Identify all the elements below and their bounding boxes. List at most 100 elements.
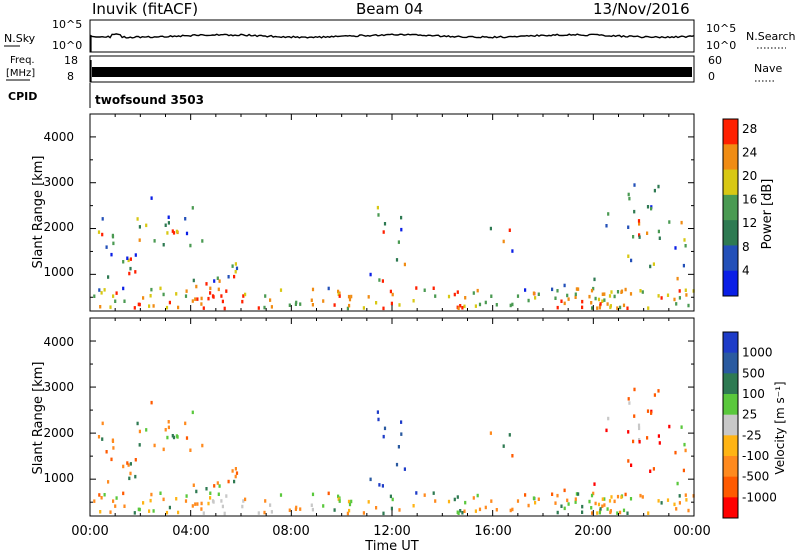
echo-cell (346, 306, 349, 311)
echo-cell (652, 262, 655, 266)
echo-cell (105, 245, 108, 249)
echo-cell (166, 435, 169, 440)
echo-cell (110, 457, 113, 462)
echo-cell (601, 504, 604, 508)
echo-cell (395, 462, 399, 467)
echo-cell (270, 305, 273, 309)
echo-cell (185, 289, 188, 293)
echo-cell (574, 295, 577, 299)
freq-strip: Freq. [MHz] 18 8 60 0 Nave (6, 54, 782, 83)
echo-cell (216, 276, 219, 280)
power-colorbar-segment (723, 169, 738, 196)
power-colorbar (722, 118, 739, 297)
echo-cell (412, 504, 415, 508)
power-colorbar-tick: 24 (742, 145, 757, 159)
echo-cell (164, 223, 167, 227)
echo-cell (162, 497, 165, 502)
echo-cell (653, 393, 656, 397)
echo-cell (167, 215, 170, 219)
echo-cell (171, 229, 174, 233)
echo-cell (162, 243, 165, 247)
echo-cell (311, 507, 314, 512)
echo-cell (150, 196, 153, 200)
echo-cell (257, 306, 260, 310)
freq-unit: [MHz] (6, 68, 35, 79)
echo-cell (412, 299, 415, 303)
echo-cell (398, 303, 401, 307)
velocity-colorbar-segment (723, 394, 738, 416)
echo-cell (327, 286, 330, 291)
echo-cell (242, 294, 245, 298)
echo-cell (100, 496, 103, 500)
echo-cell (112, 241, 115, 246)
echo-cell (678, 494, 681, 498)
echo-cell (560, 504, 563, 508)
echo-cell (674, 450, 677, 455)
echo-cell (123, 504, 126, 508)
echo-cell (495, 303, 498, 307)
echo-cell (627, 225, 630, 229)
power-ylabel: Slant Range [km] (31, 156, 46, 269)
echo-cell (241, 299, 244, 304)
echo-cell (101, 421, 104, 426)
echo-cell (395, 258, 399, 262)
velocity-axis-ticks (89, 317, 695, 516)
echo-cell (200, 501, 203, 506)
echo-cell (628, 196, 631, 201)
echo-cell (233, 274, 236, 279)
velocity-colorbar-segment (723, 476, 738, 498)
echo-cell (566, 498, 569, 503)
echo-cell (269, 298, 272, 302)
xtick-1600: 16:00 (474, 524, 511, 539)
echo-cell (269, 503, 272, 507)
echo-cell (603, 298, 606, 302)
echo-cell (563, 283, 566, 288)
echo-cell (279, 288, 283, 292)
echo-cell (639, 289, 642, 293)
echo-cell (646, 205, 650, 209)
echo-cell (601, 292, 604, 296)
echo-cell (150, 492, 153, 497)
echo-cell (311, 303, 314, 307)
echo-cell (126, 461, 129, 465)
echo-cell (192, 483, 195, 487)
echo-cell (213, 484, 216, 488)
echo-cell (195, 284, 198, 289)
echo-cell (299, 507, 302, 511)
echo-cell (200, 302, 203, 306)
sky-tick-bottom: 10^0 (52, 39, 82, 52)
echo-cell (592, 491, 595, 496)
echo-cell (209, 496, 212, 500)
power-ytick-2000: 2000 (43, 220, 74, 234)
echo-cell (338, 294, 341, 298)
echo-cell (627, 192, 630, 197)
echo-cell (646, 231, 649, 235)
echo-cell (311, 492, 315, 497)
power-colorbar-tick: 8 (742, 240, 750, 254)
velocity-colorbar-segment (723, 435, 738, 457)
echo-cell (619, 510, 622, 515)
echo-cell (381, 279, 384, 283)
echo-cell (574, 497, 577, 501)
echo-cell (581, 504, 584, 509)
echo-cell (577, 492, 580, 496)
echo-cell (605, 224, 608, 228)
echo-cell (217, 287, 220, 292)
echo-cell (502, 444, 505, 448)
freq-tick-top: 18 (64, 54, 78, 67)
echo-cell (459, 509, 462, 513)
echo-cell (138, 429, 141, 434)
echo-cell (593, 482, 596, 486)
echo-cell (257, 511, 260, 515)
echo-cell (627, 254, 630, 258)
velocity-ylabel: Slant Range [km] (31, 362, 46, 475)
echo-cell (532, 496, 535, 500)
echo-cell (566, 293, 569, 298)
echo-cell (115, 291, 118, 295)
echo-cell (490, 499, 493, 503)
echo-cell (205, 487, 208, 491)
echo-cell (463, 304, 466, 309)
echo-cell (383, 222, 387, 226)
echo-cell (560, 299, 563, 303)
echo-cell (233, 479, 236, 484)
